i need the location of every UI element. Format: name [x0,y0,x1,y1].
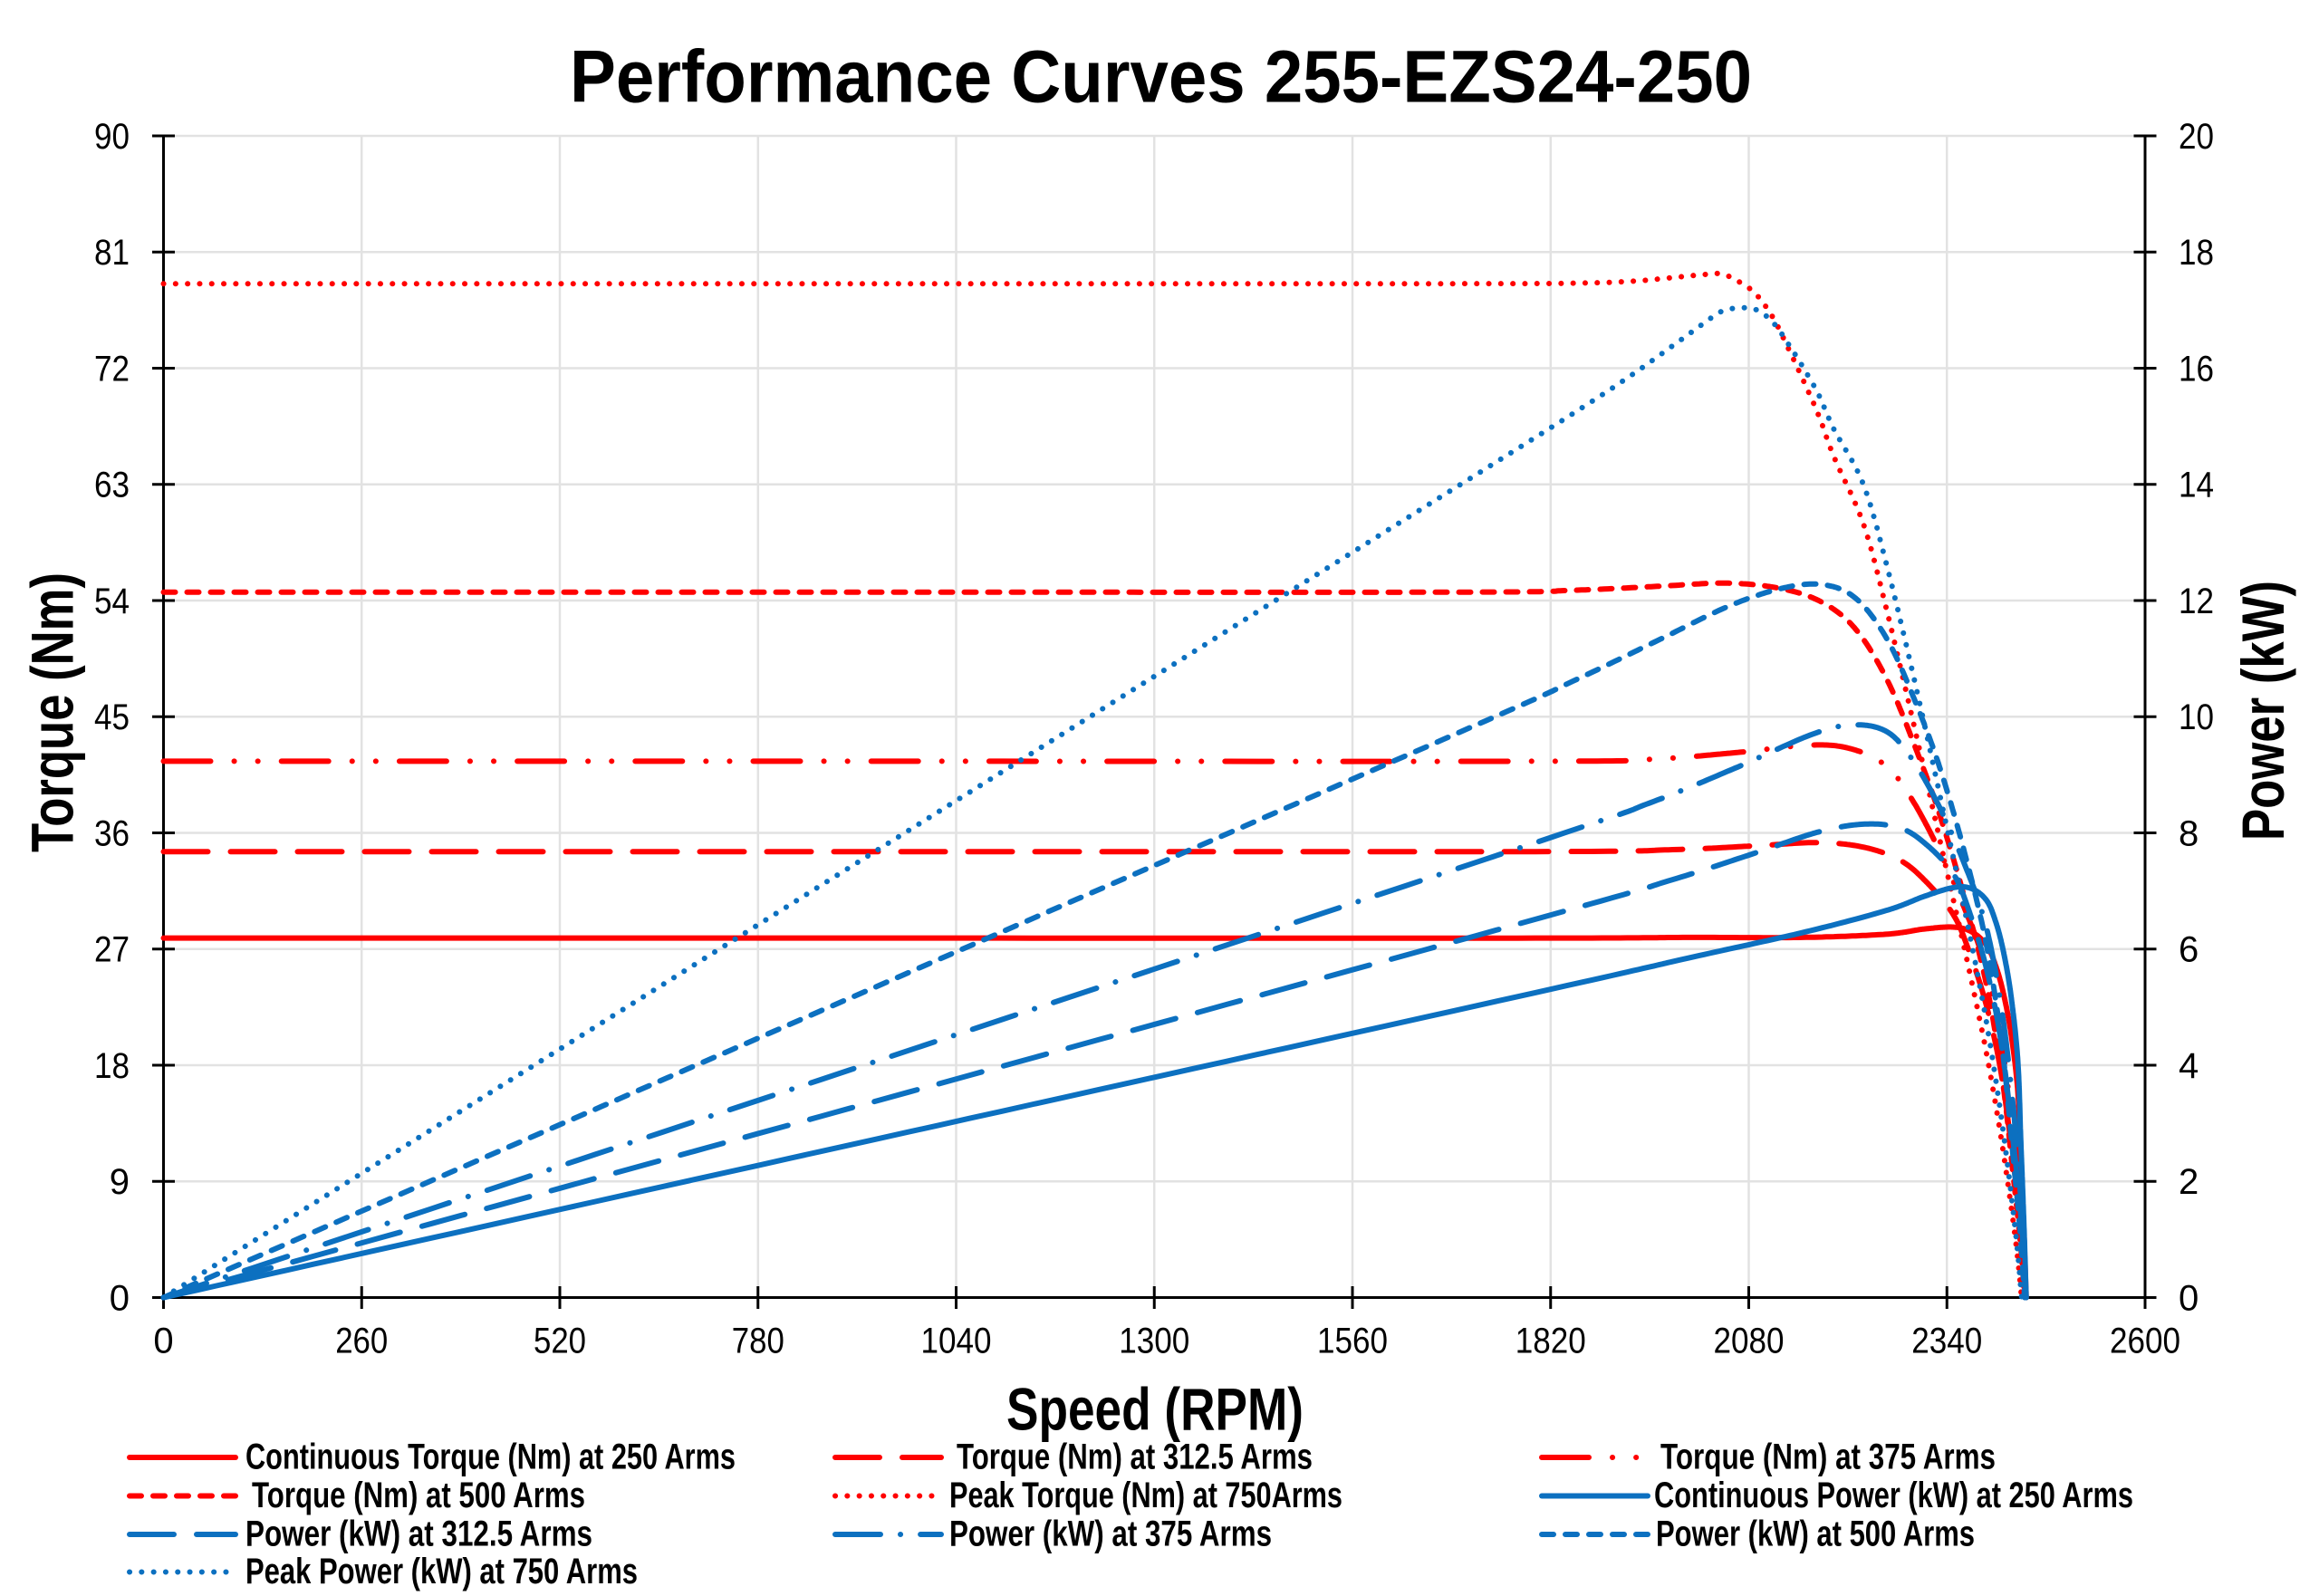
svg-text:18: 18 [94,1046,130,1086]
svg-text:Speed (RPM): Speed (RPM) [1006,1376,1304,1443]
svg-text:Power (kW): Power (kW) [2229,581,2296,841]
svg-text:12: 12 [2179,582,2214,621]
svg-text:Torque (Nm): Torque (Nm) [19,572,86,852]
svg-text:54: 54 [94,582,130,621]
svg-text:2: 2 [2179,1162,2199,1202]
svg-text:81: 81 [94,233,130,273]
svg-text:0: 0 [2179,1278,2199,1318]
svg-text:520: 520 [534,1322,586,1361]
svg-text:27: 27 [94,930,130,970]
svg-text:Peak Torque (Nm) at 750Arms: Peak Torque (Nm) at 750Arms [949,1476,1342,1515]
svg-text:14: 14 [2179,466,2214,505]
svg-text:Torque (Nm) at 312.5 Arms: Torque (Nm) at 312.5 Arms [957,1437,1313,1477]
svg-text:260: 260 [335,1322,388,1361]
svg-text:Performance Curves 255-EZS24-2: Performance Curves 255-EZS24-250 [570,36,1752,119]
svg-text:Torque (Nm) at 375 Arms: Torque (Nm) at 375 Arms [1660,1437,1996,1477]
svg-text:0: 0 [110,1278,130,1318]
svg-text:6: 6 [2179,930,2199,970]
svg-text:Power (kW) at 500 Arms: Power (kW) at 500 Arms [1656,1514,1975,1554]
svg-text:4: 4 [2179,1046,2199,1086]
svg-text:Continuous Torque (Nm) at 250: Continuous Torque (Nm) at 250 Arms [245,1437,736,1477]
svg-text:Torque (Nm) at 500 Arms: Torque (Nm) at 500 Arms [252,1476,585,1515]
svg-text:2080: 2080 [1714,1322,1785,1361]
svg-text:1820: 1820 [1516,1322,1586,1361]
svg-text:1300: 1300 [1119,1322,1189,1361]
svg-text:90: 90 [94,117,130,157]
svg-text:1560: 1560 [1317,1322,1388,1361]
svg-text:9: 9 [110,1162,130,1202]
svg-text:45: 45 [94,697,130,737]
svg-text:63: 63 [94,466,130,505]
svg-text:0: 0 [153,1322,173,1361]
svg-text:Continuous Power (kW) at 250 A: Continuous Power (kW) at 250 Arms [1654,1476,2133,1515]
svg-text:780: 780 [732,1322,784,1361]
svg-text:72: 72 [94,349,130,389]
svg-text:10: 10 [2179,697,2214,737]
svg-text:18: 18 [2179,233,2214,273]
svg-text:36: 36 [94,813,130,853]
svg-text:Power (kW) at 375 Arms: Power (kW) at 375 Arms [949,1514,1272,1554]
svg-text:20: 20 [2179,117,2214,157]
svg-text:8: 8 [2179,813,2199,853]
svg-text:16: 16 [2179,349,2214,389]
svg-text:Peak Power (kW) at 750 Arms: Peak Power (kW) at 750 Arms [245,1552,638,1591]
svg-text:Power (kW) at 312.5 Arms: Power (kW) at 312.5 Arms [245,1514,592,1554]
svg-text:2340: 2340 [1911,1322,1982,1361]
svg-text:1040: 1040 [921,1322,992,1361]
svg-text:2600: 2600 [2110,1322,2180,1361]
